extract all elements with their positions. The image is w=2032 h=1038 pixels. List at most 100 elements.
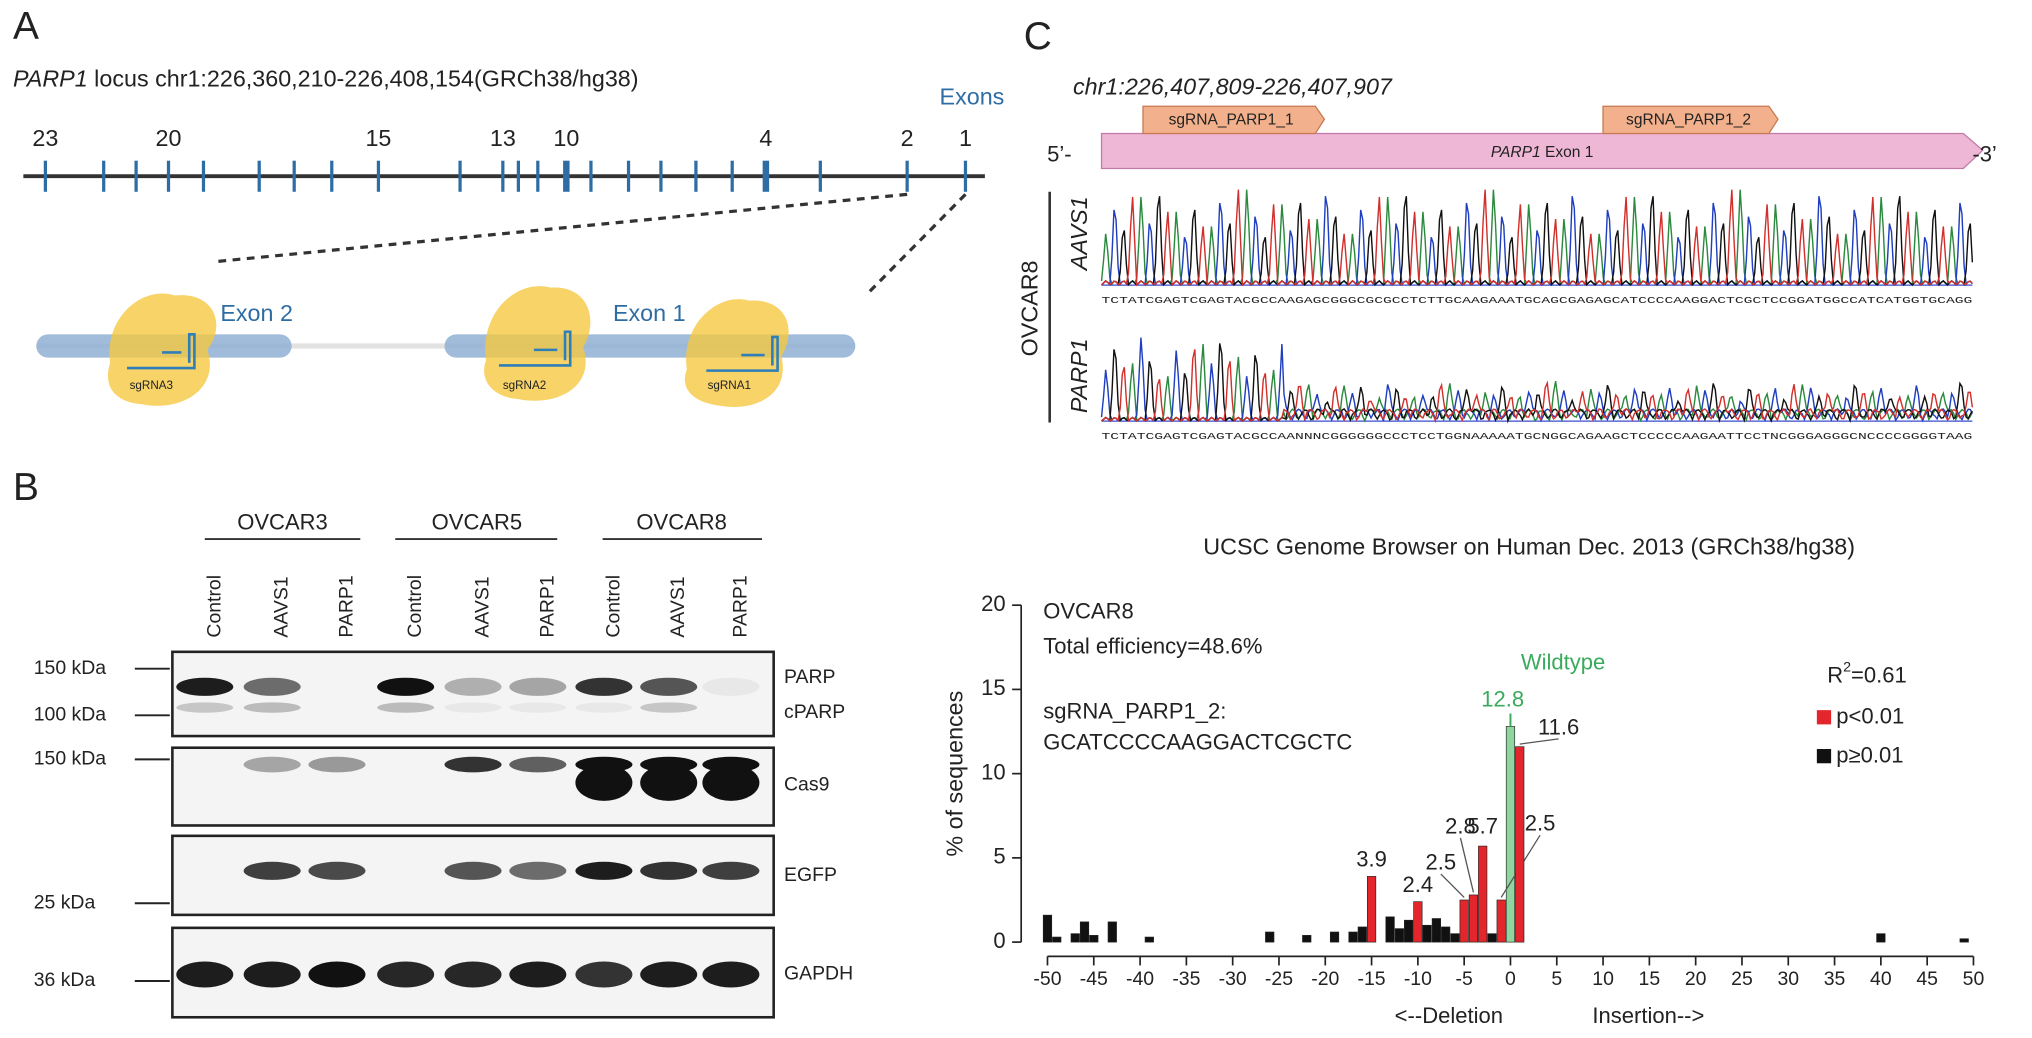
- x-tick-label: -35: [1172, 968, 1200, 990]
- trace: [1101, 344, 1973, 423]
- exon-number: 13: [490, 125, 516, 151]
- chart-text: Total efficiency=48.6%: [1043, 634, 1262, 659]
- x-tick-label: -20: [1311, 968, 1339, 990]
- band: [640, 764, 698, 801]
- cell-line: OVCAR3: [237, 509, 328, 534]
- legend-swatch: [1816, 710, 1832, 725]
- value-label: 2.8: [1445, 813, 1476, 838]
- zoom-line: [867, 193, 967, 295]
- band: [444, 702, 502, 713]
- sample-label: AAVS1: [1066, 196, 1092, 272]
- trace: [1101, 196, 1973, 287]
- x-tick-label: -10: [1404, 968, 1432, 990]
- sgrna: [127, 333, 196, 370]
- sequence: TCTATCGAGTCGAGTACGCCAAGAGCGGGCGCGCCTCTTG…: [1102, 295, 1973, 306]
- blot: [171, 746, 775, 827]
- band: [702, 764, 760, 801]
- band: [176, 961, 234, 988]
- band: [509, 756, 567, 773]
- band: [377, 961, 435, 988]
- bar: [1959, 938, 1969, 943]
- legend-swatch: [1816, 749, 1832, 764]
- exon-number: 2: [901, 125, 914, 151]
- band: [575, 764, 633, 801]
- marker-label: 150 kDa: [34, 657, 107, 679]
- bar: [1366, 876, 1377, 943]
- value-label: 2.5: [1426, 850, 1457, 875]
- panel-label: A: [13, 5, 39, 48]
- r-squared: R2=0.61: [1827, 659, 1907, 687]
- band: [308, 861, 366, 880]
- bar: [1302, 935, 1312, 943]
- lane-label: PARP1: [335, 575, 357, 637]
- band: [243, 861, 301, 880]
- y-axis-label: % of sequences: [942, 691, 968, 857]
- bar: [1089, 935, 1099, 943]
- bar: [1385, 916, 1395, 943]
- lane-label: PARP1: [729, 575, 751, 637]
- x-tick-label: 15: [1639, 968, 1661, 990]
- panel-label: C: [1024, 15, 1052, 58]
- leader: [1440, 873, 1465, 898]
- y-tick-label: 20: [981, 591, 1006, 616]
- band: [243, 756, 301, 773]
- bar: [1404, 919, 1414, 943]
- marker-label: 100 kDa: [34, 703, 107, 725]
- exon-number: 23: [32, 125, 58, 151]
- band: [640, 702, 698, 713]
- sample-label: PARP1: [1066, 338, 1092, 413]
- bar: [1441, 926, 1451, 943]
- bar: [1070, 933, 1080, 943]
- blot: [171, 926, 775, 1019]
- value-label: 2.5: [1525, 811, 1556, 836]
- exon-number: 1: [959, 125, 972, 151]
- exons-label: Exons: [940, 84, 1005, 110]
- x-tick-label: 25: [1731, 968, 1753, 990]
- protein-label: GAPDH: [784, 963, 853, 985]
- browser-title: UCSC Genome Browser on Human Dec. 2013 (…: [1203, 533, 1855, 559]
- lane-label: AAVS1: [472, 576, 494, 637]
- lane-label: AAVS1: [667, 576, 689, 637]
- cell-line: OVCAR8: [1017, 260, 1043, 356]
- band: [509, 961, 567, 988]
- value-label: 5.7: [1467, 814, 1498, 839]
- bar: [1413, 901, 1423, 943]
- five-prime: 5’-: [1047, 141, 1071, 166]
- band: [243, 677, 301, 696]
- x-tick-label: -15: [1358, 968, 1386, 990]
- exon-label: Exon 1: [613, 300, 686, 326]
- bar: [1496, 899, 1506, 943]
- x-axis-label: <--Deletion: [1395, 1003, 1503, 1028]
- x-tick-label: 5: [1551, 968, 1562, 990]
- band: [575, 702, 633, 713]
- x-tick-label: 35: [1824, 968, 1846, 990]
- x-tick-label: 10: [1592, 968, 1614, 990]
- exon-rest: Exon 1: [1541, 144, 1594, 161]
- exon-number: 4: [759, 125, 772, 151]
- y-tick-label: 5: [993, 844, 1005, 869]
- three-prime: -3’: [1972, 141, 1996, 166]
- exon-text: PARP1 Exon 1: [1491, 144, 1594, 161]
- value-label: 3.9: [1356, 847, 1387, 872]
- bar: [1394, 928, 1404, 943]
- lane-label: Control: [404, 575, 426, 638]
- cell-line: OVCAR8: [636, 509, 727, 534]
- guide-box: [1602, 105, 1779, 135]
- sgrna-label: sgRNA1: [708, 379, 751, 392]
- exon-number: 15: [365, 125, 391, 151]
- chart-text: GCATCCCCAAGGACTCGCTC: [1043, 730, 1352, 755]
- band: [575, 861, 633, 880]
- sgrna: [498, 330, 572, 367]
- bar: [1265, 931, 1275, 943]
- band: [444, 861, 502, 880]
- sgrna-label: sgRNA3: [130, 379, 173, 392]
- band: [640, 861, 698, 880]
- locus: locus chr1:226,360,210-226,408,154(GRCh3…: [88, 66, 639, 92]
- x-tick-label: 30: [1777, 968, 1799, 990]
- x-tick-label: 20: [1685, 968, 1707, 990]
- blot: [171, 834, 775, 917]
- band: [702, 677, 760, 696]
- locus-title: PARP1 locus chr1:226,360,210-226,408,154…: [13, 66, 639, 92]
- marker-label: 25 kDa: [34, 891, 96, 913]
- lane-label: PARP1: [536, 575, 558, 637]
